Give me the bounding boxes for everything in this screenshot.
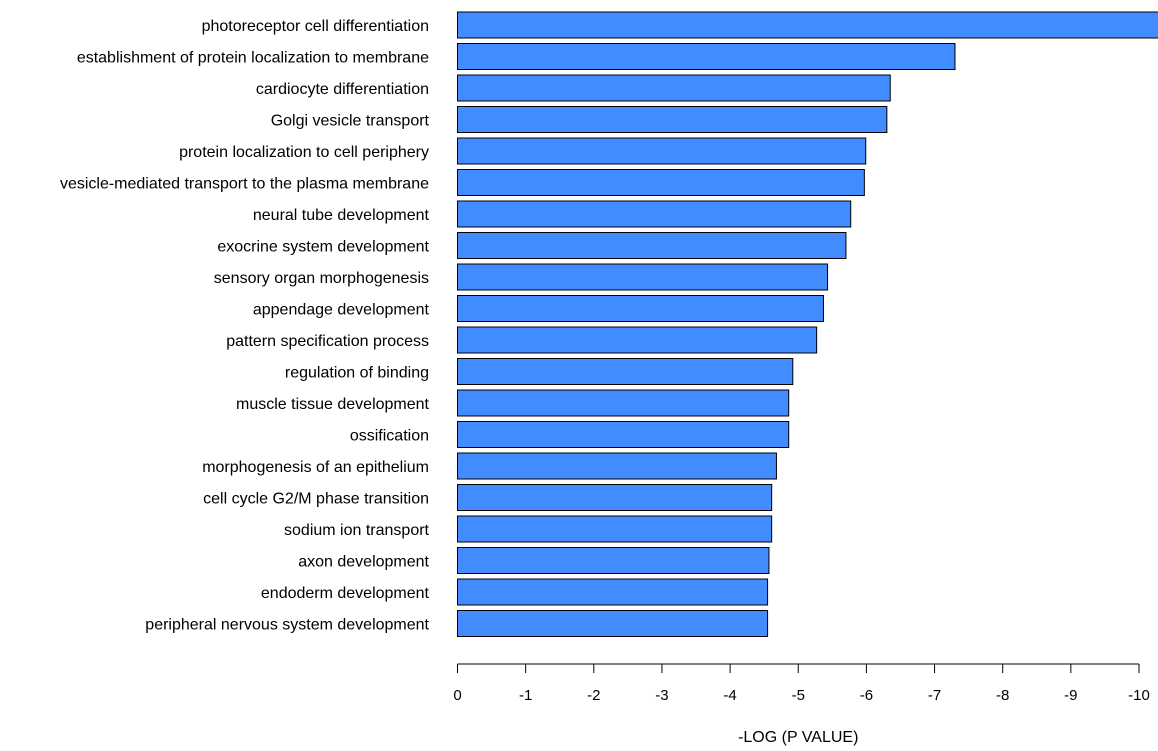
bar-13	[457, 389, 790, 417]
category-label: axon development	[298, 554, 429, 571]
x-axis-title: -LOG (P VALUE)	[738, 729, 858, 746]
bar-16	[457, 484, 773, 511]
category-label: peripheral nervous system development	[145, 617, 429, 634]
category-label: sensory organ morphogenesis	[214, 270, 429, 287]
bar-12	[457, 358, 794, 385]
bar-14	[457, 421, 790, 448]
category-label: ossification	[350, 428, 429, 445]
category-label: neural tube development	[253, 207, 430, 224]
category-label: Golgi vesicle transport	[271, 113, 430, 130]
category-label: vesicle-mediated transport to the plasma…	[60, 176, 429, 193]
category-label: protein localization to cell periphery	[179, 144, 429, 161]
bar-8	[457, 232, 847, 259]
category-label: cardiocyte differentiation	[256, 81, 429, 98]
category-label: sodium ion transport	[284, 522, 430, 539]
bar-11	[457, 326, 818, 354]
category-label: exocrine system development	[217, 239, 429, 256]
bar-7	[457, 200, 852, 228]
category-label: regulation of binding	[285, 365, 429, 382]
bar-4	[457, 106, 888, 133]
bar-10	[457, 295, 824, 322]
x-tick-label: -7	[928, 687, 941, 704]
bars-group	[457, 11, 1158, 637]
bar-1	[457, 11, 1158, 39]
bar-9	[457, 263, 829, 291]
bar-17	[457, 515, 773, 543]
x-tick-label: 0	[453, 687, 461, 704]
x-tick-label: -6	[860, 687, 873, 704]
category-label: cell cycle G2/M phase transition	[203, 491, 429, 508]
category-labels: photoreceptor cell differentiation establ…	[60, 18, 430, 634]
x-tick-label: -2	[587, 687, 600, 704]
bar-15	[457, 452, 777, 480]
bar-5	[457, 137, 867, 165]
category-label: establishment of protein localization to…	[77, 50, 429, 67]
bar-3	[457, 74, 891, 102]
x-tick-label: -8	[996, 687, 1009, 704]
x-tick-label: -4	[723, 687, 736, 704]
x-tick-label: -9	[1064, 687, 1077, 704]
bar-19	[457, 578, 769, 606]
bar-2	[457, 43, 956, 70]
category-label: muscle tissue development	[236, 396, 430, 413]
category-label: pattern specification process	[226, 333, 429, 350]
x-ticks: 0 -1 -2 -3 -4 -5 -6 -7 -8 -9 -10	[453, 664, 1150, 704]
x-tick-label: -10	[1128, 687, 1150, 704]
category-label: photoreceptor cell differentiation	[202, 18, 429, 35]
bar-20	[457, 610, 769, 637]
category-label: appendage development	[253, 302, 430, 319]
category-label: morphogenesis of an epithelium	[202, 459, 429, 476]
bar-6	[457, 169, 865, 196]
x-tick-label: -3	[655, 687, 668, 704]
x-axis: 0 -1 -2 -3 -4 -5 -6 -7 -8 -9 -10	[453, 663, 1150, 704]
category-label: endoderm development	[261, 585, 430, 602]
x-tick-label: -1	[519, 687, 532, 704]
bar-18	[457, 547, 770, 574]
x-tick-label: -5	[792, 687, 805, 704]
